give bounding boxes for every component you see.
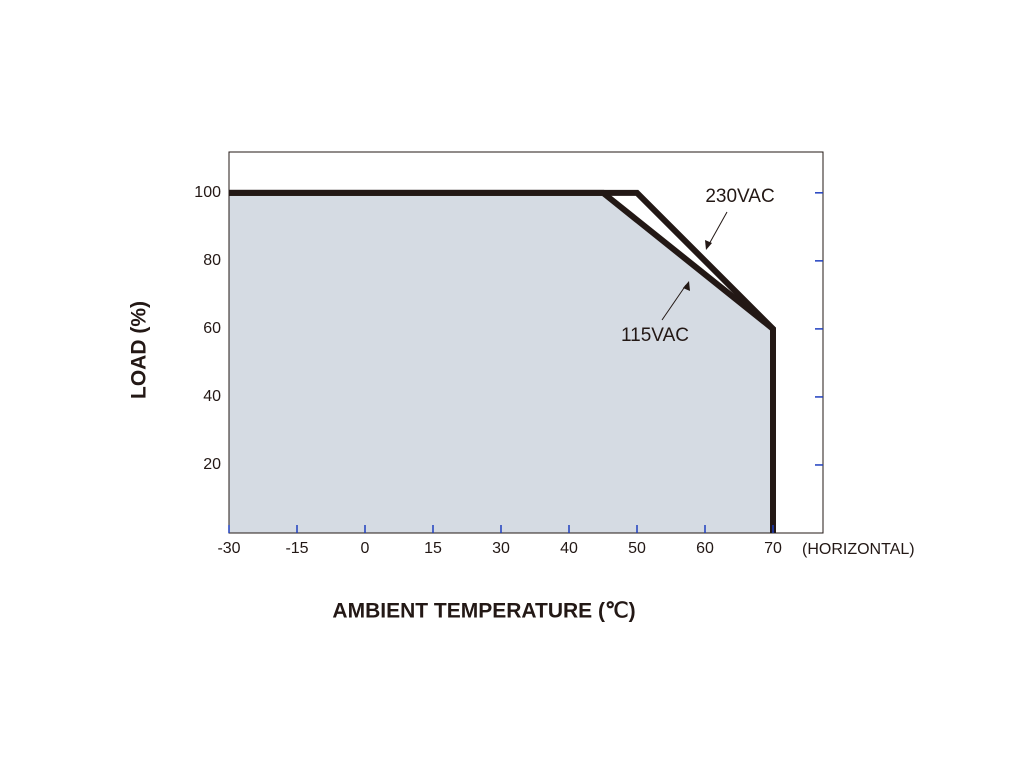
x-tick-label: 0 [361,540,370,557]
y-tick-label: 40 [203,388,221,405]
area [229,192,773,534]
line [229,189,776,332]
y-tick-label: 100 [194,184,221,201]
x-tick-label: 40 [560,540,578,557]
x-note: (HORIZONTAL) [802,541,915,558]
x-tick-label: 30 [492,540,510,557]
x-tick-label: 70 [764,540,782,557]
annotation-arrows [661,211,728,321]
plot [229,189,776,534]
y-axis-label: LOAD (%) [128,301,151,399]
annotation-label: 230VAC [705,186,774,207]
plot-frame [228,151,824,534]
annotation-label: 115VAC [621,325,689,346]
y-tick-label: 60 [203,320,221,337]
x-axis-label: AMBIENT TEMPERATURE (℃) [332,600,635,623]
x-tick-label: 15 [424,540,442,557]
x-tick-label: 50 [628,540,646,557]
y-tick-label: 80 [203,252,221,269]
x-tick-label: -30 [217,540,240,557]
x-tick-label: -15 [285,540,308,557]
y-tick-label: 20 [203,456,221,473]
x-tick-label: 60 [696,540,714,557]
